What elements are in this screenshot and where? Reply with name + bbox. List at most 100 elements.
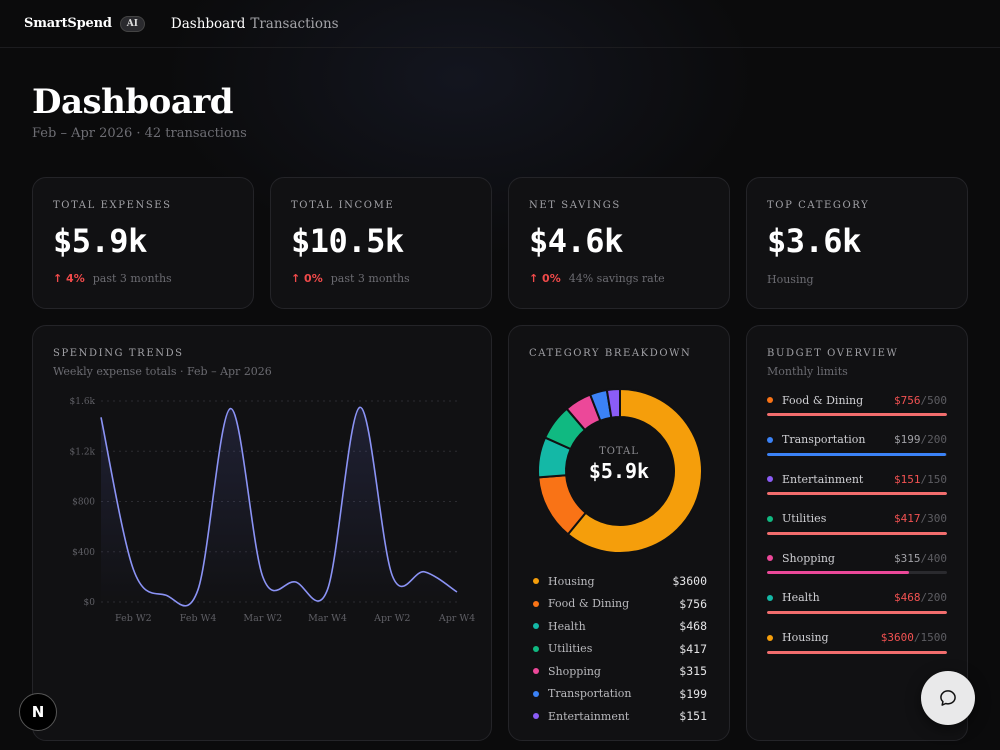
category-name: Entertainment: [548, 709, 630, 723]
budget-limit: /200: [920, 591, 948, 605]
budget-progress-fill: [767, 531, 947, 535]
kpi-note: past 3 months: [92, 272, 172, 285]
category-row-food-dining: Food & Dining $756: [533, 593, 707, 616]
budget-progress-track: [767, 571, 947, 575]
spending-trends-card: SPENDING TRENDS Weekly expense totals · …: [32, 325, 492, 741]
kpi-label: TOTAL EXPENSES: [53, 200, 172, 211]
nav-dashboard[interactable]: Dashboard: [170, 15, 246, 32]
budget-dot: [767, 476, 773, 483]
x-tick-label: Apr W4: [438, 613, 475, 624]
kpi-label: TOP CATEGORY: [767, 200, 870, 211]
category-row-transportation: Transportation $199: [533, 683, 707, 706]
category-name: Transportation: [548, 687, 632, 701]
budget-dot: [767, 555, 773, 562]
budget-name: Housing: [782, 631, 829, 645]
x-tick-label: Feb W2: [115, 613, 152, 624]
budget-progress-fill: [767, 650, 947, 654]
budget-progress-fill: [767, 610, 947, 614]
x-tick-label: Apr W2: [373, 613, 410, 624]
chat-bubble-icon: [940, 690, 956, 706]
y-tick-label: $1.2k: [70, 447, 96, 457]
ai-badge: AI: [119, 15, 145, 32]
budget-limit: /150: [920, 472, 948, 486]
legend-dot: [533, 600, 539, 607]
kpi-card-total-expenses: TOTAL EXPENSES $5.9k ↑ 4% past 3 months: [32, 177, 254, 309]
budget-name: Transportation: [782, 433, 866, 447]
budget-dot: [767, 397, 773, 403]
kpi-change: ↑ 4%: [53, 272, 85, 285]
section-title: SPENDING TRENDS: [53, 348, 184, 359]
budget-spent: $468: [894, 591, 921, 605]
section-title: BUDGET OVERVIEW: [767, 348, 899, 359]
budget-row-housing: Housing $3600 /1500: [767, 630, 947, 670]
budget-spent: $151: [894, 472, 921, 486]
top-bar: SmartSpend AI Dashboard Transactions: [0, 0, 1000, 48]
dev-tools-badge[interactable]: N: [19, 693, 57, 731]
budget-row-utilities: Utilities $417 /300: [767, 511, 947, 551]
category-amount: $417: [679, 641, 707, 656]
category-name: Utilities: [548, 642, 593, 656]
chat-button[interactable]: [921, 671, 975, 725]
budget-spent: $417: [894, 512, 921, 526]
donut-slice-entertainment[interactable]: [605, 387, 621, 419]
legend-dot: [533, 713, 539, 720]
y-tick-label: $0: [84, 598, 96, 608]
budget-progress-track: [767, 610, 947, 614]
kpi-note: Housing: [767, 273, 814, 286]
kpi-note: past 3 months: [330, 272, 410, 285]
budget-dot: [767, 436, 773, 443]
budget-progress-track: [767, 531, 947, 535]
trend-area: [101, 407, 457, 606]
legend-dot: [533, 645, 539, 652]
donut-total-label: TOTAL: [599, 446, 639, 457]
y-tick-label: $1.6k: [70, 397, 96, 407]
y-tick-label: $800: [72, 498, 95, 508]
budget-spent: $3600: [880, 631, 914, 645]
budget-dot: [767, 594, 773, 601]
category-row-entertainment: Entertainment $151: [533, 705, 707, 728]
kpi-note: 44% savings rate: [568, 272, 665, 285]
kpi-change: ↑ 0%: [291, 272, 323, 285]
donut-slice-housing[interactable]: [566, 387, 703, 554]
budget-list: Food & Dining $756 /500 Transportation $…: [767, 392, 947, 669]
kpi-label: NET SAVINGS: [529, 200, 621, 211]
kpi-footer: ↑ 0% 44% savings rate: [529, 272, 665, 285]
budget-progress-track: [767, 413, 947, 416]
kpi-value: $5.9k: [53, 222, 147, 260]
budget-name: Entertainment: [782, 472, 864, 486]
brand-name[interactable]: SmartSpend: [24, 16, 112, 31]
budget-row-transportation: Transportation $199 /200: [767, 432, 947, 472]
x-tick-label: Feb W4: [180, 613, 217, 624]
category-amount: $151: [679, 709, 707, 724]
category-amount: $199: [679, 686, 707, 701]
category-name: Housing: [548, 574, 595, 588]
budget-progress-track: [767, 452, 947, 456]
section-title: CATEGORY BREAKDOWN: [529, 348, 692, 359]
nav-transactions[interactable]: Transactions: [250, 15, 339, 32]
budget-spent: $199: [894, 433, 921, 447]
category-row-health: Health $468: [533, 615, 707, 638]
budget-name: Shopping: [782, 551, 835, 565]
budget-spent: $315: [894, 551, 921, 565]
kpi-card-net-savings: NET SAVINGS $4.6k ↑ 0% 44% savings rate: [508, 177, 730, 309]
category-row-shopping: Shopping $315: [533, 660, 707, 683]
kpi-card-total-income: TOTAL INCOME $10.5k ↑ 0% past 3 months: [270, 177, 492, 309]
budget-row-shopping: Shopping $315 /400: [767, 550, 947, 590]
section-subtitle: Weekly expense totals · Feb – Apr 2026: [53, 365, 272, 378]
category-list: Housing $3600 Food & Dining $756 Health …: [533, 570, 707, 728]
budget-dot: [767, 515, 773, 522]
budget-dot: [767, 634, 773, 641]
spending-trends-chart: $0 $400 $800 $1.2k $1.6k Feb W2 Feb W4 Mar W2 Ma…: [70, 397, 476, 624]
legend-dot: [533, 578, 539, 585]
budget-overview-card: BUDGET OVERVIEW Monthly limits Food & Di…: [746, 325, 968, 741]
category-amount: $3600: [672, 574, 707, 589]
budget-progress-fill: [767, 413, 947, 416]
budget-progress-fill: [767, 452, 947, 456]
budget-limit: /500: [920, 393, 948, 407]
category-row-housing: Housing $3600: [533, 570, 707, 593]
budget-progress-fill: [767, 492, 947, 496]
kpi-card-top-category: TOP CATEGORY $3.6k Housing: [746, 177, 968, 309]
budget-row-health: Health $468 /200: [767, 590, 947, 630]
category-name: Health: [548, 619, 586, 633]
category-amount: $315: [679, 664, 707, 679]
